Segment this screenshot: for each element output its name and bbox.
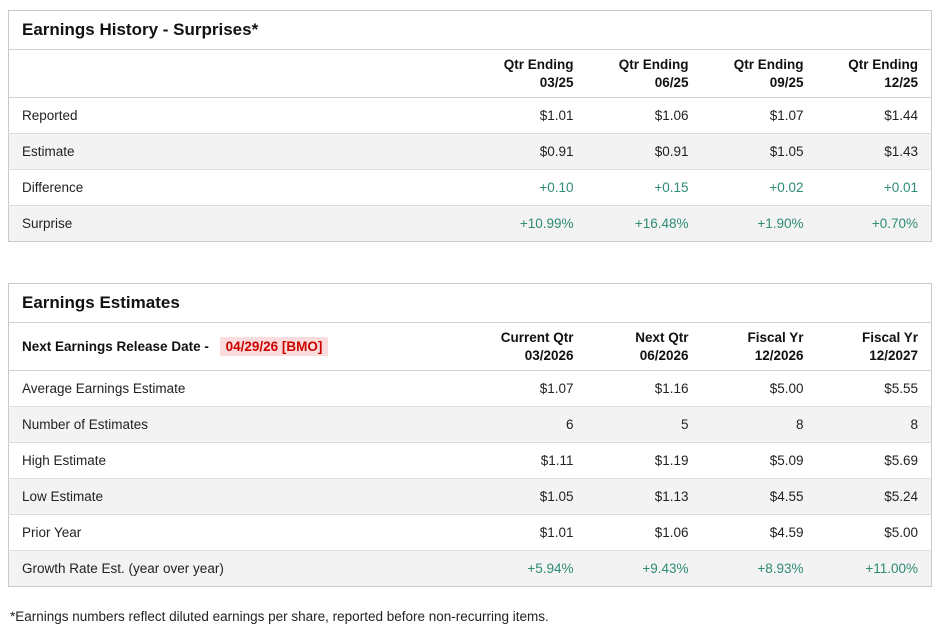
- cell-value: $1.13: [586, 478, 702, 515]
- cell-value: +0.02: [701, 169, 817, 206]
- cell-value: $1.07: [539, 381, 574, 397]
- table-row: Reported $1.01 $1.06 $1.07 $1.44: [9, 98, 932, 134]
- row-label: Surprise: [8, 205, 472, 242]
- cell-value: +16.48%: [586, 205, 702, 242]
- row-label: Low Estimate: [8, 478, 472, 515]
- table-row: Estimate $0.91 $0.91 $1.05 $1.43: [8, 133, 932, 170]
- row-label: Difference: [8, 169, 472, 206]
- table-row: Average Earnings Estimate $1.07 $1.16 $5.00…: [9, 371, 932, 407]
- surprises-title-row: Earnings History - Surprises*: [8, 10, 932, 50]
- earnings-history-surprises-table: Earnings History - Surprises* Qtr Ending…: [8, 10, 932, 243]
- surprises-label-header: [8, 49, 472, 99]
- column-header: Fiscal Yr 12/2026: [701, 322, 817, 372]
- surprises-header-row: Qtr Ending 03/25 Qtr Ending 06/25 Qtr Ending…: [8, 49, 932, 99]
- column-header: Qtr Ending 06/25: [586, 49, 702, 99]
- column-header-line2: 03/2026: [524, 347, 574, 363]
- column-header-line1: Qtr Ending: [618, 57, 689, 72]
- cell-value: +0.01: [816, 169, 932, 206]
- cell-value: $1.06: [586, 514, 702, 551]
- row-label: Average Earnings Estimate: [22, 381, 186, 397]
- column-header-line2: 06/25: [654, 74, 689, 90]
- row-label: Estimate: [8, 133, 472, 170]
- column-header-line2: 09/25: [769, 74, 804, 90]
- cell-value: +8.93%: [701, 550, 817, 587]
- cell-value: $1.05: [471, 478, 587, 515]
- row-label: High Estimate: [8, 442, 472, 479]
- table-row: Number of Estimates 6 5 8 8: [8, 406, 932, 443]
- surprises-table-title: Earnings History - Surprises*: [8, 10, 932, 50]
- cell-value: $5.00: [769, 381, 804, 397]
- column-header-line1: Qtr Ending: [503, 57, 574, 72]
- cell-value: $5.69: [816, 442, 932, 479]
- cell-value: $1.01: [539, 108, 574, 124]
- cell-value: +5.94%: [471, 550, 587, 587]
- cell-value: $5.55: [884, 381, 918, 397]
- cell-value: $4.59: [701, 514, 817, 551]
- cell-value: $1.19: [586, 442, 702, 479]
- cell-value: $1.43: [816, 133, 932, 170]
- column-header-line2: 03/25: [539, 74, 574, 90]
- cell-value: +11.00%: [816, 550, 932, 587]
- column-header: Fiscal Yr 12/2027: [816, 322, 932, 372]
- cell-value: $5.00: [816, 514, 932, 551]
- column-header-line1: Qtr Ending: [733, 57, 804, 72]
- estimates-table-title: Earnings Estimates: [8, 283, 932, 324]
- table-row: Growth Rate Est. (year over year) +5.94% +…: [8, 550, 932, 587]
- earnings-estimates-table: Earnings Estimates Next Earnings Release…: [8, 283, 932, 588]
- column-header-line1: Current Qtr: [500, 330, 574, 346]
- table-row: High Estimate $1.11 $1.19 $5.09 $5.69: [8, 442, 932, 479]
- table-row: Prior Year $1.01 $1.06 $4.59 $5.00: [8, 514, 932, 551]
- cell-value: 5: [586, 406, 702, 443]
- cell-value: +0.70%: [816, 205, 932, 242]
- cell-value: +1.90%: [701, 205, 817, 242]
- column-header: Qtr Ending 09/25: [701, 49, 817, 99]
- column-header-line2: 06/2026: [639, 347, 689, 363]
- column-header-line1: Fiscal Yr: [747, 330, 804, 346]
- cell-value: $1.01: [471, 514, 587, 551]
- cell-value: 6: [471, 406, 587, 443]
- cell-value: +9.43%: [586, 550, 702, 587]
- cell-value: $1.05: [701, 133, 817, 170]
- next-earnings-release-date-badge: 04/29/26 [BMO]: [219, 337, 329, 357]
- column-header-line2: 12/25: [884, 74, 918, 90]
- cell-value: $5.09: [701, 442, 817, 479]
- next-earnings-release-cell: Next Earnings Release Date - 04/29/26 [B…: [8, 322, 472, 372]
- cell-value: $0.91: [471, 133, 587, 170]
- column-header: Next Qtr 06/2026: [586, 322, 702, 372]
- table-row: Difference +0.10 +0.15 +0.02 +0.01: [8, 169, 932, 206]
- cell-value: +0.15: [586, 169, 702, 206]
- column-header: Qtr Ending 12/25: [816, 49, 932, 99]
- row-label: Number of Estimates: [8, 406, 472, 443]
- cell-value: $0.91: [586, 133, 702, 170]
- row-label: Prior Year: [8, 514, 472, 551]
- row-label: Growth Rate Est. (year over year): [8, 550, 472, 587]
- cell-value: +0.10: [471, 169, 587, 206]
- column-header-line1: Qtr Ending: [848, 57, 918, 72]
- cell-value: $1.11: [471, 442, 587, 479]
- cell-value: $1.06: [654, 108, 689, 124]
- cell-value: $1.16: [654, 381, 689, 397]
- estimates-header-row: Next Earnings Release Date - 04/29/26 [B…: [8, 322, 932, 372]
- column-header-line2: 12/2027: [869, 347, 918, 363]
- cell-value: 8: [701, 406, 817, 443]
- cell-value: $1.07: [769, 108, 804, 124]
- column-header: Current Qtr 03/2026: [471, 322, 587, 372]
- estimates-title-row: Earnings Estimates: [8, 283, 932, 324]
- row-label: Reported: [22, 108, 78, 124]
- cell-value: $4.55: [701, 478, 817, 515]
- column-header-line1: Fiscal Yr: [861, 330, 918, 346]
- cell-value: +10.99%: [471, 205, 587, 242]
- cell-value: $1.44: [884, 108, 918, 124]
- table-row: Surprise +10.99% +16.48% +1.90% +0.70%: [8, 205, 932, 242]
- column-header-line2: 12/2026: [754, 347, 804, 363]
- column-header: Qtr Ending 03/25: [471, 49, 587, 99]
- table-row: Low Estimate $1.05 $1.13 $4.55 $5.24: [8, 478, 932, 515]
- column-header-line1: Next Qtr: [635, 330, 689, 346]
- next-earnings-release-label: Next Earnings Release Date -: [22, 339, 209, 355]
- cell-value: 8: [816, 406, 932, 443]
- cell-value: $5.24: [816, 478, 932, 515]
